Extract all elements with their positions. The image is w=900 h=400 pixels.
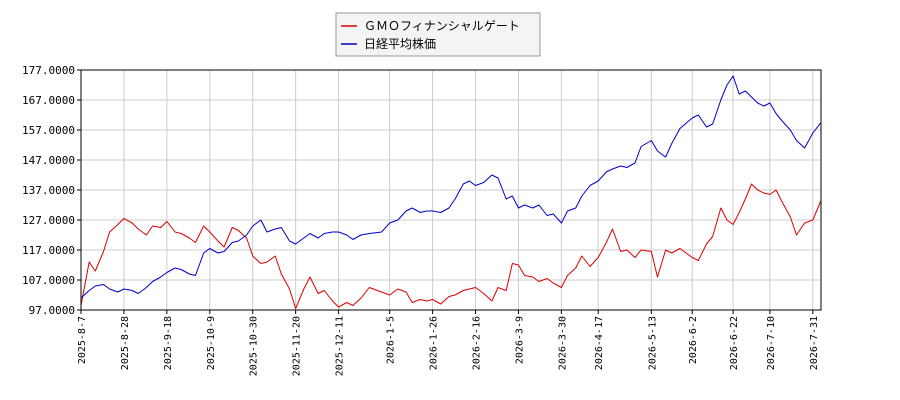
y-tick-label: 157.0000 — [22, 124, 75, 137]
x-tick-label: 2025-10-30 — [249, 316, 260, 376]
x-tick-label: 2026-5-13 — [647, 316, 658, 370]
legend: ＧＭＯフィナンシャルゲート 日経平均株価 — [335, 12, 541, 57]
x-tick-label: 2025-8-7 — [77, 316, 88, 364]
y-tick-label: 137.0000 — [22, 184, 75, 197]
x-tick-label: 2025-8-28 — [120, 316, 131, 370]
y-tick-label: 177.0000 — [22, 64, 75, 77]
x-tick-label: 2026-1-26 — [429, 316, 440, 370]
y-tick-label: 97.0000 — [29, 304, 75, 317]
y-tick-label: 107.0000 — [22, 274, 75, 287]
x-tick-label: 2026-7-10 — [766, 316, 777, 370]
x-tick-label: 2026-2-16 — [472, 316, 483, 370]
y-axis-ticks: 97.0000 107.0000 117.0000 127.0000 137.0000 1… — [22, 64, 81, 317]
x-tick-label: 2026-3-9 — [514, 316, 525, 364]
y-tick-label: 117.0000 — [22, 244, 75, 257]
series-line-1 — [80, 75, 822, 299]
x-tick-label: 2026-4-17 — [594, 316, 605, 370]
legend-label-gmo: ＧＭＯフィナンシャルゲート — [364, 19, 520, 33]
x-tick-label: 2026-3-30 — [557, 316, 568, 370]
y-tick-label: 147.0000 — [22, 154, 75, 167]
x-tick-label: 2025-10-9 — [206, 316, 217, 370]
legend-label-nikkei: 日経平均株価 — [364, 36, 436, 51]
x-tick-label: 2026-7-31 — [809, 316, 820, 370]
y-tick-label: 167.0000 — [22, 94, 75, 107]
series-line-0 — [80, 183, 822, 309]
legend-box — [335, 12, 541, 57]
y-tick-label: 127.0000 — [22, 214, 75, 227]
x-tick-label: 2026-1-5 — [386, 316, 397, 364]
x-tick-label: 2026-6-2 — [688, 316, 699, 364]
series-layer — [80, 75, 822, 309]
x-tick-label: 2025-12-11 — [335, 316, 346, 376]
x-tick-label: 2026-6-22 — [729, 316, 740, 370]
x-tick-label: 2025-9-18 — [163, 316, 174, 370]
x-axis-ticks: 2025-8-7 2025-8-28 2025-9-18 2025-10-9 2025-… — [77, 310, 820, 376]
x-tick-label: 2025-11-20 — [292, 316, 303, 376]
